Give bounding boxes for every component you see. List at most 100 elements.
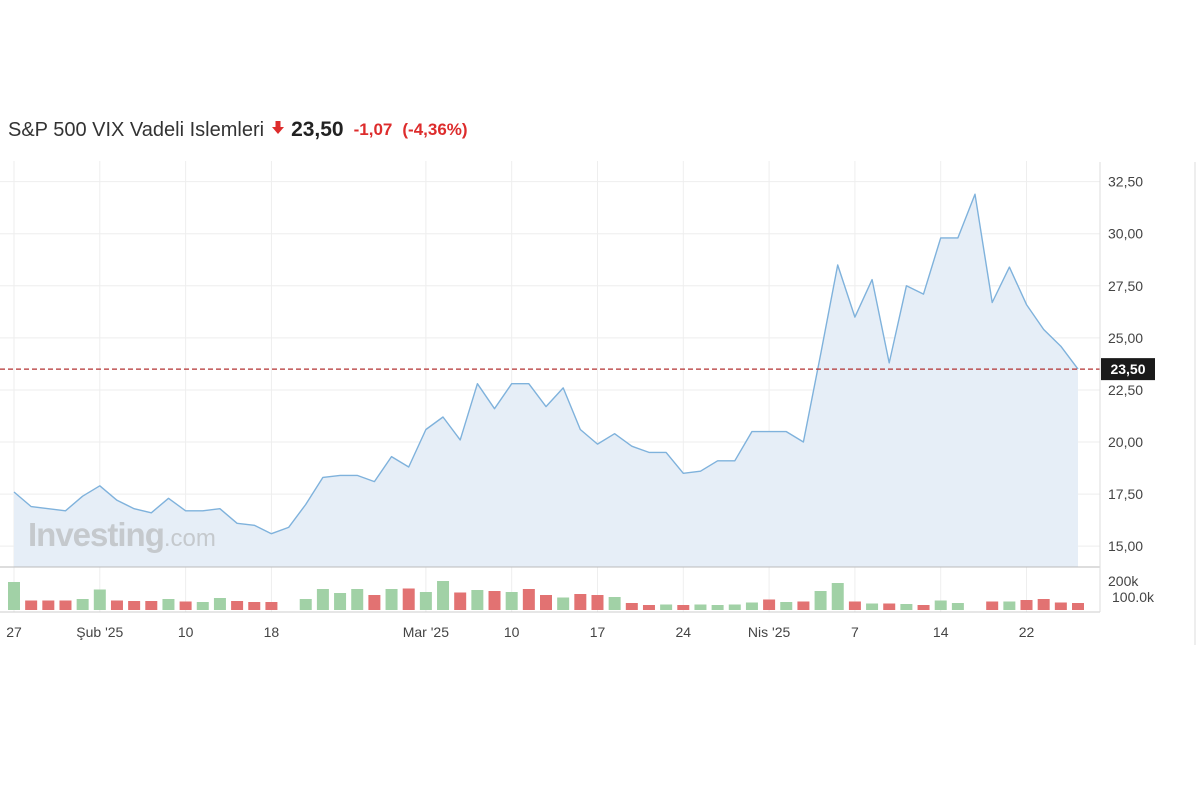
- volume-bars: [8, 581, 1084, 610]
- y-tick-label: 32,50: [1108, 174, 1143, 190]
- volume-bar: [728, 604, 741, 610]
- volume-bar: [471, 590, 484, 610]
- chart-axes: 27 Şub '25 10 18 Mar '25 10 17 24 Nis '25 7 14 22 15…: [0, 162, 1196, 645]
- volume-bar: [162, 599, 175, 610]
- volume-tick-label: 200k: [1108, 573, 1139, 589]
- x-tick-label: Nis '25: [748, 624, 791, 640]
- y-tick-label: 30,00: [1108, 226, 1143, 242]
- volume-bar: [745, 602, 758, 610]
- investing-watermark: Investing.com: [28, 516, 216, 553]
- x-tick-label: 10: [178, 624, 194, 640]
- volume-bar: [128, 601, 141, 610]
- volume-bar: [574, 594, 587, 610]
- volume-bar: [76, 599, 89, 610]
- y-tick-label: 22,50: [1108, 382, 1143, 398]
- volume-bar: [42, 600, 55, 610]
- volume-bar: [110, 600, 123, 610]
- y-tick-label: 25,00: [1108, 330, 1143, 346]
- volume-bar: [883, 603, 896, 610]
- price-change: -1,07: [353, 120, 393, 139]
- volume-bar: [866, 603, 879, 610]
- volume-bar: [522, 589, 535, 610]
- volume-bar: [591, 595, 604, 610]
- volume-bar: [1003, 601, 1016, 610]
- volume-bar: [1054, 602, 1067, 610]
- volume-bar: [196, 602, 209, 610]
- volume-bar: [334, 593, 347, 610]
- svg-text:Investing.com: Investing.com: [28, 516, 216, 553]
- price-area-fill: [14, 194, 1078, 567]
- volume-bar: [608, 597, 621, 610]
- volume-bar: [299, 599, 312, 610]
- volume-bar: [642, 605, 655, 610]
- volume-bar: [316, 589, 329, 610]
- volume-bar: [265, 602, 278, 610]
- x-tick-label: 27: [6, 624, 22, 640]
- x-tick-label: 14: [933, 624, 949, 640]
- current-price-tag: 23,50: [1101, 358, 1155, 381]
- volume-bar: [351, 589, 364, 610]
- volume-bar: [454, 592, 467, 610]
- volume-bar: [763, 599, 776, 610]
- volume-bar: [248, 602, 261, 610]
- volume-bar: [848, 601, 861, 610]
- price-area: [13, 193, 1079, 567]
- volume-bar: [814, 591, 827, 610]
- volume-bar: [437, 581, 450, 610]
- x-tick-label: 24: [676, 624, 692, 640]
- arrow-down-icon: [272, 120, 285, 140]
- price-line: [13, 193, 1079, 535]
- volume-bar: [557, 597, 570, 610]
- volume-bar: [625, 603, 638, 610]
- y-tick-label: 15,00: [1108, 538, 1143, 554]
- price-chart[interactable]: Investing.com 23,50 27 Şub '25 10 18 Mar '25…: [0, 150, 1200, 650]
- volume-bar: [900, 604, 913, 610]
- x-tick-label: Şub '25: [76, 624, 123, 640]
- volume-bar: [231, 601, 244, 610]
- volume-bar: [1037, 599, 1050, 610]
- volume-bar: [540, 595, 552, 610]
- volume-bar: [660, 604, 673, 610]
- volume-bar: [986, 601, 999, 610]
- last-price: 23,50: [291, 118, 344, 141]
- volume-bar: [780, 602, 793, 610]
- volume-bar: [419, 592, 432, 610]
- volume-bar: [951, 603, 964, 610]
- volume-bar: [25, 600, 38, 610]
- x-tick-label: Mar '25: [403, 624, 449, 640]
- y-tick-label: 20,00: [1108, 434, 1143, 450]
- x-tick-label: 22: [1019, 624, 1035, 640]
- volume-bar: [402, 588, 415, 610]
- volume-bar: [59, 600, 72, 610]
- volume-bar: [797, 601, 810, 610]
- volume-bar: [694, 604, 707, 610]
- volume-bar: [93, 589, 106, 610]
- volume-bar: [213, 598, 226, 610]
- x-tick-label: 10: [504, 624, 520, 640]
- price-change-percent: (-4,36%): [402, 120, 468, 139]
- volume-bar: [488, 591, 501, 610]
- x-tick-label: 17: [590, 624, 606, 640]
- volume-bar: [368, 595, 381, 610]
- watermark-suffix: .com: [164, 525, 216, 552]
- volume-bar: [505, 592, 518, 610]
- volume-bar: [1072, 603, 1084, 610]
- volume-bar: [934, 600, 947, 610]
- volume-bar: [145, 601, 158, 610]
- y-tick-label: 17,50: [1108, 486, 1143, 502]
- volume-bar: [711, 605, 724, 610]
- volume-bar: [917, 605, 930, 610]
- x-tick-label: 18: [264, 624, 280, 640]
- volume-bar: [8, 582, 20, 610]
- volume-bar: [385, 589, 398, 610]
- watermark-brand: Investing: [28, 516, 164, 553]
- volume-bar: [1020, 600, 1033, 610]
- quote-header: S&P 500 VIX Vadeli Islemleri 23,50 -1,07…: [8, 116, 468, 144]
- current-price-label: 23,50: [1110, 361, 1145, 377]
- x-tick-label: 7: [851, 624, 859, 640]
- volume-bar: [677, 605, 690, 610]
- instrument-title: S&P 500 VIX Vadeli Islemleri: [8, 118, 265, 141]
- volume-tick-label: 100.0k: [1112, 589, 1155, 605]
- y-tick-label: 27,50: [1108, 278, 1143, 294]
- volume-bar: [179, 601, 192, 610]
